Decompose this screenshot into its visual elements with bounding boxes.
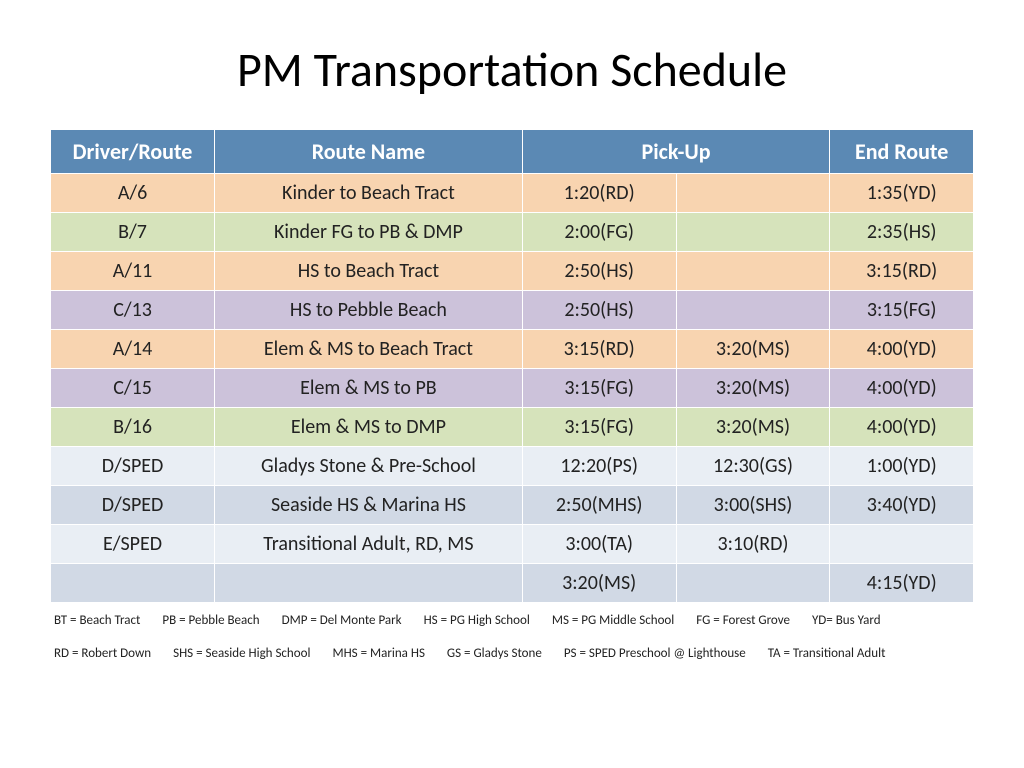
table-cell: Elem & MS to PB bbox=[215, 369, 523, 408]
table-cell: Kinder to Beach Tract bbox=[215, 174, 523, 213]
table-cell: 3:15(RD) bbox=[522, 330, 676, 369]
table-cell: 3:20(MS) bbox=[676, 408, 830, 447]
table-cell bbox=[676, 252, 830, 291]
table-cell: 3:15(RD) bbox=[830, 252, 974, 291]
table-cell: 1:20(RD) bbox=[522, 174, 676, 213]
column-header: Driver/Route bbox=[51, 130, 215, 174]
table-cell: A/14 bbox=[51, 330, 215, 369]
table-row: C/15Elem & MS to PB3:15(FG)3:20(MS)4:00(… bbox=[51, 369, 974, 408]
table-cell: C/15 bbox=[51, 369, 215, 408]
table-cell: Elem & MS to DMP bbox=[215, 408, 523, 447]
table-cell: B/16 bbox=[51, 408, 215, 447]
table-cell: E/SPED bbox=[51, 525, 215, 564]
table-cell bbox=[676, 291, 830, 330]
table-cell: Kinder FG to PB & DMP bbox=[215, 213, 523, 252]
table-cell: 3:15(FG) bbox=[830, 291, 974, 330]
schedule-table: Driver/RouteRoute NamePick-UpEnd Route A… bbox=[50, 129, 974, 603]
table-cell: 3:00(TA) bbox=[522, 525, 676, 564]
table-cell bbox=[676, 564, 830, 603]
table-cell: 3:20(MS) bbox=[676, 330, 830, 369]
legend-item: MS = PG Middle School bbox=[552, 613, 674, 628]
table-cell: 3:20(MS) bbox=[522, 564, 676, 603]
table-cell: Seaside HS & Marina HS bbox=[215, 486, 523, 525]
table-cell: 4:00(YD) bbox=[830, 330, 974, 369]
legend-item: DMP = Del Monte Park bbox=[282, 613, 402, 628]
table-cell: Transitional Adult, RD, MS bbox=[215, 525, 523, 564]
table-header-row: Driver/RouteRoute NamePick-UpEnd Route bbox=[51, 130, 974, 174]
table-cell: A/11 bbox=[51, 252, 215, 291]
page-title: PM Transportation Schedule bbox=[50, 40, 974, 99]
table-cell: Elem & MS to Beach Tract bbox=[215, 330, 523, 369]
table-cell: 4:15(YD) bbox=[830, 564, 974, 603]
table-cell: 2:50(MHS) bbox=[522, 486, 676, 525]
table-cell: 12:30(GS) bbox=[676, 447, 830, 486]
table-row: A/11HS to Beach Tract2:50(HS) 3:15(RD) bbox=[51, 252, 974, 291]
table-row: A/14Elem & MS to Beach Tract3:15(RD)3:20… bbox=[51, 330, 974, 369]
table-row: D/SPEDSeaside HS & Marina HS2:50(MHS)3:0… bbox=[51, 486, 974, 525]
column-header: End Route bbox=[830, 130, 974, 174]
table-cell bbox=[215, 564, 523, 603]
table-row: C/13HS to Pebble Beach2:50(HS) 3:15(FG) bbox=[51, 291, 974, 330]
table-row: 3:20(MS) 4:15(YD) bbox=[51, 564, 974, 603]
table-cell: 2:35(HS) bbox=[830, 213, 974, 252]
legend-item: BT = Beach Tract bbox=[54, 613, 140, 628]
table-cell: D/SPED bbox=[51, 486, 215, 525]
table-cell: 1:35(YD) bbox=[830, 174, 974, 213]
table-cell: 3:20(MS) bbox=[676, 369, 830, 408]
table-cell: HS to Beach Tract bbox=[215, 252, 523, 291]
table-cell: B/7 bbox=[51, 213, 215, 252]
table-cell: 12:20(PS) bbox=[522, 447, 676, 486]
table-cell bbox=[51, 564, 215, 603]
legend-item: YD= Bus Yard bbox=[812, 613, 881, 628]
legend-item: GS = Gladys Stone bbox=[447, 646, 542, 661]
legend: BT = Beach Tract PB = Pebble Beach DMP = D… bbox=[50, 613, 974, 661]
table-cell: D/SPED bbox=[51, 447, 215, 486]
table-cell: A/6 bbox=[51, 174, 215, 213]
table-cell: 1:00(YD) bbox=[830, 447, 974, 486]
table-cell: 2:00(FG) bbox=[522, 213, 676, 252]
table-cell: Gladys Stone & Pre-School bbox=[215, 447, 523, 486]
legend-item: RD = Robert Down bbox=[54, 646, 151, 661]
legend-item: PB = Pebble Beach bbox=[162, 613, 259, 628]
table-cell bbox=[676, 213, 830, 252]
legend-item: FG = Forest Grove bbox=[696, 613, 790, 628]
table-cell: 3:10(RD) bbox=[676, 525, 830, 564]
legend-item: SHS = Seaside High School bbox=[173, 646, 310, 661]
table-cell: 2:50(HS) bbox=[522, 252, 676, 291]
table-cell: C/13 bbox=[51, 291, 215, 330]
table-row: A/6Kinder to Beach Tract1:20(RD) 1:35(YD) bbox=[51, 174, 974, 213]
table-row: B/16Elem & MS to DMP3:15(FG)3:20(MS)4:00… bbox=[51, 408, 974, 447]
legend-item: PS = SPED Preschool @ Lighthouse bbox=[564, 646, 746, 661]
legend-item: MHS = Marina HS bbox=[332, 646, 424, 661]
table-row: D/SPEDGladys Stone & Pre-School12:20(PS)… bbox=[51, 447, 974, 486]
table-cell: HS to Pebble Beach bbox=[215, 291, 523, 330]
column-header: Route Name bbox=[215, 130, 523, 174]
table-row: B/7Kinder FG to PB & DMP2:00(FG) 2:35(HS) bbox=[51, 213, 974, 252]
legend-item: TA = Transitional Adult bbox=[768, 646, 886, 661]
table-cell: 3:40(YD) bbox=[830, 486, 974, 525]
column-header: Pick-Up bbox=[522, 130, 830, 174]
table-cell: 2:50(HS) bbox=[522, 291, 676, 330]
table-cell: 3:00(SHS) bbox=[676, 486, 830, 525]
table-row: E/SPEDTransitional Adult, RD, MS3:00(TA)… bbox=[51, 525, 974, 564]
table-cell: 4:00(YD) bbox=[830, 369, 974, 408]
table-cell: 3:15(FG) bbox=[522, 369, 676, 408]
table-cell: 4:00(YD) bbox=[830, 408, 974, 447]
table-cell: 3:15(FG) bbox=[522, 408, 676, 447]
table-cell bbox=[830, 525, 974, 564]
table-cell bbox=[676, 174, 830, 213]
legend-item: HS = PG High School bbox=[424, 613, 530, 628]
